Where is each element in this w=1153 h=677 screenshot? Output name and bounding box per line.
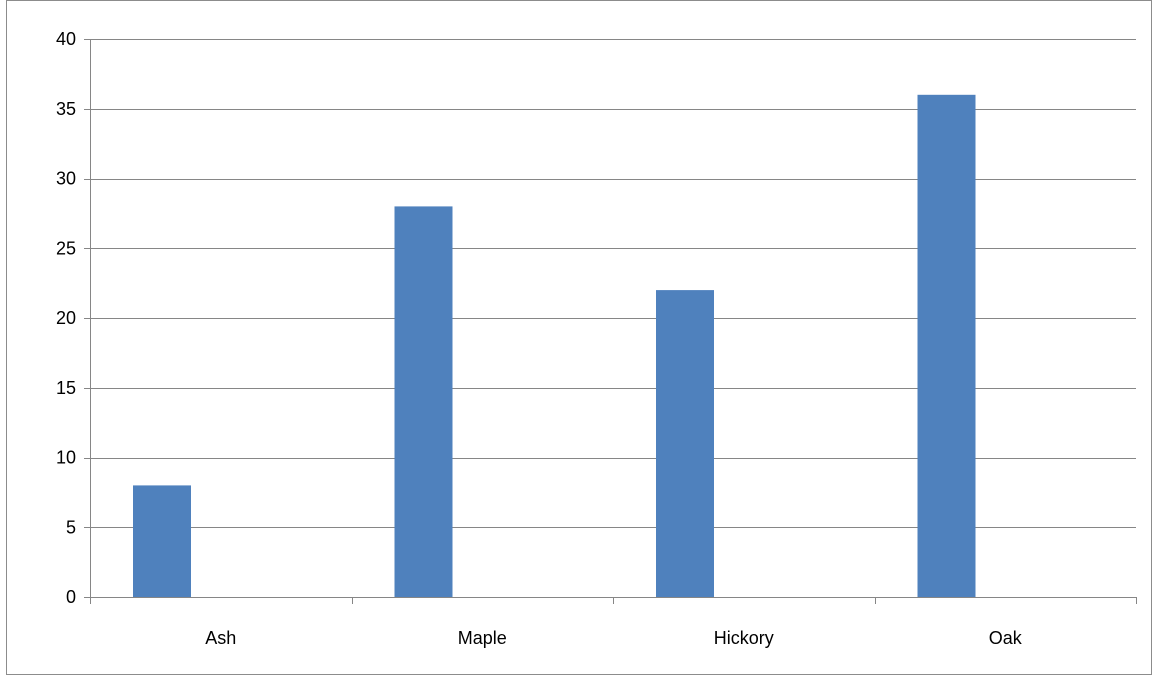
bar-oak bbox=[917, 94, 976, 598]
y-tick-label: 0 bbox=[66, 587, 76, 607]
y-tick-label: 20 bbox=[56, 308, 76, 328]
y-tick-label: 10 bbox=[56, 448, 76, 468]
x-tick-label: Ash bbox=[205, 628, 236, 648]
gridlines bbox=[90, 39, 1136, 528]
y-tick-label: 40 bbox=[56, 29, 76, 49]
bar-hickory bbox=[656, 290, 714, 597]
x-tick-label: Hickory bbox=[714, 628, 774, 648]
y-tick-label: 30 bbox=[56, 169, 76, 189]
bar-ash bbox=[133, 485, 191, 597]
bar-maple bbox=[394, 206, 453, 597]
tick-labels: 0 5 10 15 20 25 30 35 40 Ash Maple Hickory Oak bbox=[56, 29, 1023, 648]
x-tick-label: Maple bbox=[458, 628, 507, 648]
y-tick-label: 5 bbox=[66, 517, 76, 537]
y-tick-label: 15 bbox=[56, 378, 76, 398]
axes bbox=[84, 39, 1137, 604]
y-tick-label: 25 bbox=[56, 238, 76, 258]
x-tick-label: Oak bbox=[989, 628, 1023, 648]
bars bbox=[133, 94, 976, 598]
y-tick-label: 35 bbox=[56, 99, 76, 119]
